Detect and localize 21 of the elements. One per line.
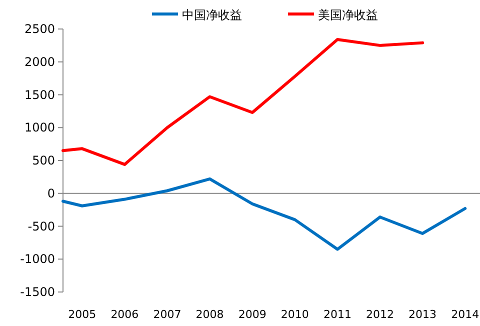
x-tick-label: 2008	[196, 308, 224, 321]
y-tick-label: -500	[28, 219, 55, 234]
y-tick-label: 2000	[24, 54, 55, 69]
y-tick-label: -1500	[20, 285, 55, 299]
x-tick-label: 2005	[68, 308, 96, 321]
x-tick-label: 2014	[451, 308, 480, 321]
legend-label: 中国净收益	[182, 8, 242, 22]
x-tick-label: 2007	[153, 308, 182, 321]
x-tick-label: 2009	[238, 308, 266, 321]
x-tick-label: 2010	[280, 308, 309, 321]
y-tick-label: 2500	[24, 22, 55, 36]
legend-label: 美国净收益	[318, 8, 378, 22]
x-tick-label: 2013	[408, 308, 437, 321]
x-tick-label: 2012	[366, 308, 394, 321]
y-tick-label: 500	[32, 154, 55, 168]
x-tick-label: 2011	[323, 308, 352, 321]
y-tick-label: 1000	[24, 120, 55, 135]
y-tick-label: -1000	[20, 252, 55, 266]
y-tick-label: 0	[47, 186, 55, 200]
y-tick-label: 1500	[24, 88, 55, 102]
x-tick-label: 2006	[110, 308, 139, 321]
